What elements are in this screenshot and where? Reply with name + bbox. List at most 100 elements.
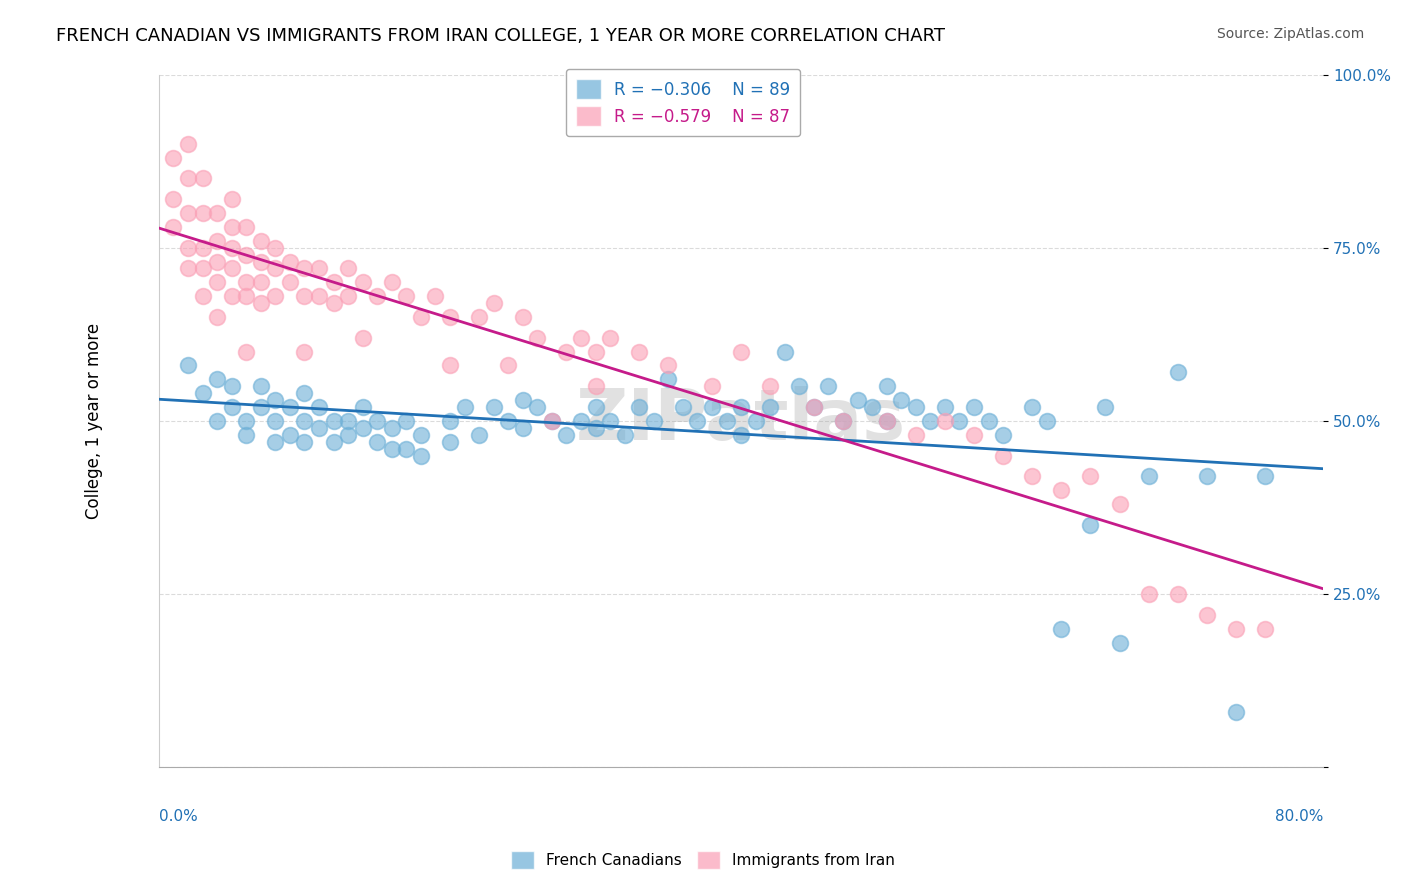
Point <box>235 219 257 234</box>
Point <box>585 379 607 393</box>
Point <box>235 427 257 442</box>
Point <box>381 442 404 456</box>
Point <box>817 379 839 393</box>
Point <box>876 414 898 428</box>
Point <box>205 276 228 290</box>
Point <box>381 421 404 435</box>
Point <box>672 400 695 414</box>
Point <box>977 414 1000 428</box>
Point <box>1225 622 1247 636</box>
Point <box>425 289 447 303</box>
Point <box>191 206 214 220</box>
Point <box>322 414 344 428</box>
Point <box>759 379 782 393</box>
Point <box>177 241 200 255</box>
Point <box>1094 400 1116 414</box>
Point <box>540 414 562 428</box>
Point <box>482 400 505 414</box>
Point <box>337 427 360 442</box>
Point <box>555 344 578 359</box>
Point <box>308 261 330 276</box>
Point <box>366 414 388 428</box>
Point <box>235 276 257 290</box>
Point <box>249 400 271 414</box>
Text: Source: ZipAtlas.com: Source: ZipAtlas.com <box>1216 27 1364 41</box>
Text: ZIPatlas: ZIPatlas <box>576 386 905 456</box>
Point <box>585 344 607 359</box>
Point <box>294 261 316 276</box>
Point <box>876 379 898 393</box>
Point <box>322 276 344 290</box>
Point <box>439 310 461 324</box>
Point <box>439 434 461 449</box>
Point <box>395 414 418 428</box>
Point <box>337 261 360 276</box>
Point <box>409 427 432 442</box>
Point <box>308 289 330 303</box>
Point <box>569 414 592 428</box>
Point <box>453 400 475 414</box>
Point <box>613 427 636 442</box>
Point <box>730 427 752 442</box>
Point <box>1137 587 1160 601</box>
Point <box>235 247 257 261</box>
Point <box>191 289 214 303</box>
Point <box>221 289 243 303</box>
Point <box>249 296 271 310</box>
Point <box>512 310 534 324</box>
Point <box>308 400 330 414</box>
Point <box>264 289 287 303</box>
Point <box>832 414 855 428</box>
Point <box>221 219 243 234</box>
Point <box>352 276 374 290</box>
Point <box>1035 414 1057 428</box>
Point <box>162 219 184 234</box>
Point <box>934 400 956 414</box>
Point <box>337 289 360 303</box>
Point <box>162 151 184 165</box>
Point <box>468 427 491 442</box>
Point <box>657 359 679 373</box>
Point <box>526 400 548 414</box>
Point <box>496 414 519 428</box>
Point <box>920 414 942 428</box>
Point <box>352 331 374 345</box>
Point <box>832 414 855 428</box>
Point <box>1137 469 1160 483</box>
Point <box>700 379 723 393</box>
Text: 80.0%: 80.0% <box>1275 809 1323 824</box>
Point <box>235 289 257 303</box>
Point <box>512 393 534 408</box>
Point <box>221 261 243 276</box>
Point <box>294 344 316 359</box>
Point <box>744 414 766 428</box>
Point <box>555 427 578 442</box>
Point <box>1167 365 1189 379</box>
Point <box>991 427 1014 442</box>
Point <box>657 372 679 386</box>
Point <box>205 372 228 386</box>
Legend: French Canadians, Immigrants from Iran: French Canadians, Immigrants from Iran <box>505 845 901 875</box>
Point <box>322 434 344 449</box>
Point <box>540 414 562 428</box>
Point <box>249 276 271 290</box>
Point <box>803 400 825 414</box>
Point <box>205 234 228 248</box>
Point <box>221 400 243 414</box>
Point <box>1167 587 1189 601</box>
Point <box>860 400 883 414</box>
Point <box>716 414 738 428</box>
Point <box>235 414 257 428</box>
Point <box>249 379 271 393</box>
Point <box>337 414 360 428</box>
Point <box>264 241 287 255</box>
Point <box>352 421 374 435</box>
Point <box>366 434 388 449</box>
Point <box>191 171 214 186</box>
Text: FRENCH CANADIAN VS IMMIGRANTS FROM IRAN COLLEGE, 1 YEAR OR MORE CORRELATION CHAR: FRENCH CANADIAN VS IMMIGRANTS FROM IRAN … <box>56 27 945 45</box>
Point <box>628 400 651 414</box>
Point <box>205 414 228 428</box>
Legend: R = −0.306    N = 89, R = −0.579    N = 87: R = −0.306 N = 89, R = −0.579 N = 87 <box>565 69 800 136</box>
Y-axis label: College, 1 year or more: College, 1 year or more <box>86 323 103 519</box>
Point <box>1195 469 1218 483</box>
